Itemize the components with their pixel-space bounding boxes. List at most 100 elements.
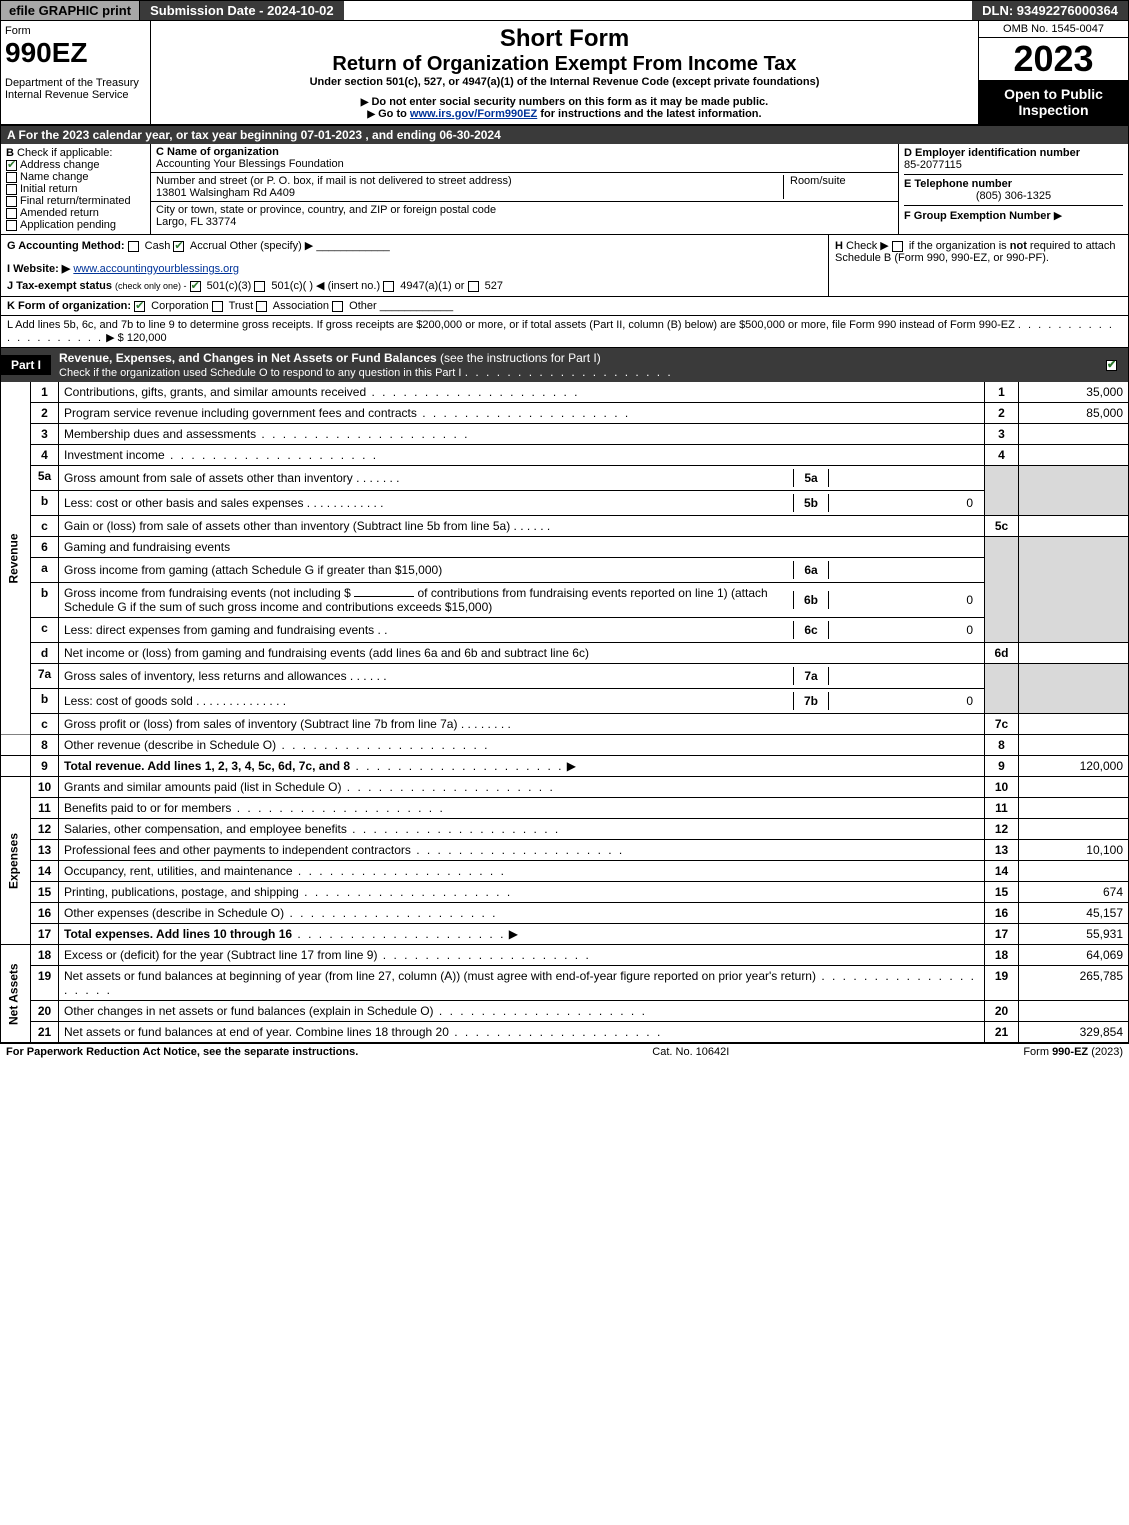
d6: Gaming and fundraising events	[59, 537, 985, 558]
n9: 9	[31, 756, 59, 777]
room-label: Room/suite	[790, 175, 846, 187]
form-number: 990EZ	[5, 37, 146, 69]
cb-label-5: Application pending	[20, 219, 116, 231]
cb-address-change[interactable]: Address change	[6, 159, 145, 171]
n6d: d	[31, 643, 59, 664]
h-check: Check ▶	[846, 240, 889, 252]
cb-accrual[interactable]	[173, 241, 184, 252]
d1: Contributions, gifts, grants, and simila…	[59, 382, 985, 403]
sv6a	[829, 568, 979, 572]
sn6c: 6c	[793, 621, 829, 639]
cb-527[interactable]	[468, 281, 479, 292]
ln7c: 7c	[985, 714, 1019, 735]
amt10	[1019, 777, 1129, 798]
sv5b: 0	[829, 494, 979, 512]
amt20	[1019, 1001, 1129, 1022]
d5a: Gross amount from sale of assets other t…	[59, 466, 985, 491]
j-4947-label: 4947(a)(1) or	[400, 280, 464, 292]
part1-check: Check if the organization used Schedule …	[59, 367, 461, 379]
cb-name-change[interactable]: Name change	[6, 171, 145, 183]
side-revenue: Revenue	[1, 382, 31, 735]
cb-initial-return[interactable]: Initial return	[6, 183, 145, 195]
cb-assoc[interactable]	[256, 301, 267, 312]
footer-left: For Paperwork Reduction Act Notice, see …	[6, 1046, 358, 1058]
under-section: Under section 501(c), 527, or 4947(a)(1)…	[157, 76, 972, 88]
amt21: 329,854	[1019, 1022, 1129, 1043]
amt19: 265,785	[1019, 966, 1129, 1001]
amt8	[1019, 735, 1129, 756]
d14: Occupancy, rent, utilities, and maintena…	[59, 861, 985, 882]
cb-4947[interactable]	[383, 281, 394, 292]
cb-pending[interactable]: Application pending	[6, 219, 145, 231]
cb-cash[interactable]	[128, 241, 139, 252]
e-label: E Telephone number	[904, 178, 1012, 190]
cb-amended[interactable]: Amended return	[6, 207, 145, 219]
amt2: 85,000	[1019, 403, 1129, 424]
footer-center: Cat. No. 10642I	[358, 1046, 1023, 1058]
accrual-label: Accrual	[190, 240, 227, 252]
n1: 1	[31, 382, 59, 403]
f-arrow: ▶	[1054, 210, 1062, 222]
cb-other[interactable]	[332, 301, 343, 312]
line-6: 6 Gaming and fundraising events	[1, 537, 1129, 558]
sn6b: 6b	[793, 591, 829, 609]
efile-print-button[interactable]: efile GRAPHIC print	[1, 1, 140, 20]
cb-label-4: Amended return	[20, 207, 99, 219]
cb-corp[interactable]	[134, 301, 145, 312]
sn5b: 5b	[793, 494, 829, 512]
part1-title: Revenue, Expenses, and Changes in Net As…	[59, 351, 437, 365]
org-address: 13801 Walsingham Rd A409	[156, 187, 295, 199]
d7c: Gross profit or (loss) from sales of inv…	[59, 714, 985, 735]
line-6c: c Less: direct expenses from gaming and …	[1, 618, 1129, 643]
org-name: Accounting Your Blessings Foundation	[156, 158, 344, 170]
h-not: not	[1010, 240, 1027, 252]
box-b: B Check if applicable: Address change Na…	[1, 144, 151, 234]
open-public: Open to Public Inspection	[979, 80, 1128, 124]
n12: 12	[31, 819, 59, 840]
k-label: K Form of organization:	[7, 300, 131, 312]
part1-tag: Part I	[1, 355, 51, 375]
irs-link[interactable]: www.irs.gov/Form990EZ	[410, 108, 537, 120]
cb-trust[interactable]	[212, 301, 223, 312]
j-label: J Tax-exempt status	[7, 280, 112, 292]
n19: 19	[31, 966, 59, 1001]
d7b: Less: cost of goods sold . . . . . . . .…	[59, 689, 985, 714]
header-right: OMB No. 1545-0047 2023 Open to Public In…	[978, 21, 1128, 124]
sn5a: 5a	[793, 469, 829, 487]
line-10: Expenses 10 Grants and similar amounts p…	[1, 777, 1129, 798]
ln13: 13	[985, 840, 1019, 861]
n13: 13	[31, 840, 59, 861]
n6: 6	[31, 537, 59, 558]
cb-501c[interactable]	[254, 281, 265, 292]
line-6b: b Gross income from fundraising events (…	[1, 583, 1129, 618]
n14: 14	[31, 861, 59, 882]
d15: Printing, publications, postage, and shi…	[59, 882, 985, 903]
d-label: D Employer identification number	[904, 147, 1080, 159]
cb-h[interactable]	[892, 241, 903, 252]
ln16: 16	[985, 903, 1019, 924]
n7c: c	[31, 714, 59, 735]
n16: 16	[31, 903, 59, 924]
amt6d	[1019, 643, 1129, 664]
header-left: Form 990EZ Department of the Treasury In…	[1, 21, 151, 124]
d2: Program service revenue including govern…	[59, 403, 985, 424]
line-17: 17Total expenses. Add lines 10 through 1…	[1, 924, 1129, 945]
cb-501c3[interactable]	[190, 281, 201, 292]
website-link[interactable]: www.accountingyourblessings.org	[73, 263, 239, 275]
d4: Investment income	[59, 445, 985, 466]
cb-schedule-o[interactable]	[1106, 360, 1117, 371]
line-3: 3 Membership dues and assessments 3	[1, 424, 1129, 445]
line-5a: 5a Gross amount from sale of assets othe…	[1, 466, 1129, 491]
line-6d: d Net income or (loss) from gaming and f…	[1, 643, 1129, 664]
other-label: Other (specify) ▶	[230, 240, 314, 252]
ln19: 19	[985, 966, 1019, 1001]
footer-right: Form 990-EZ (2023)	[1023, 1046, 1123, 1058]
ln5c: 5c	[985, 516, 1019, 537]
dept-treasury: Department of the Treasury	[5, 77, 146, 89]
amt12	[1019, 819, 1129, 840]
cb-final-return[interactable]: Final return/terminated	[6, 195, 145, 207]
line-18: Net Assets 18Excess or (deficit) for the…	[1, 945, 1129, 966]
ln17: 17	[985, 924, 1019, 945]
cash-label: Cash	[145, 240, 171, 252]
d3: Membership dues and assessments	[59, 424, 985, 445]
